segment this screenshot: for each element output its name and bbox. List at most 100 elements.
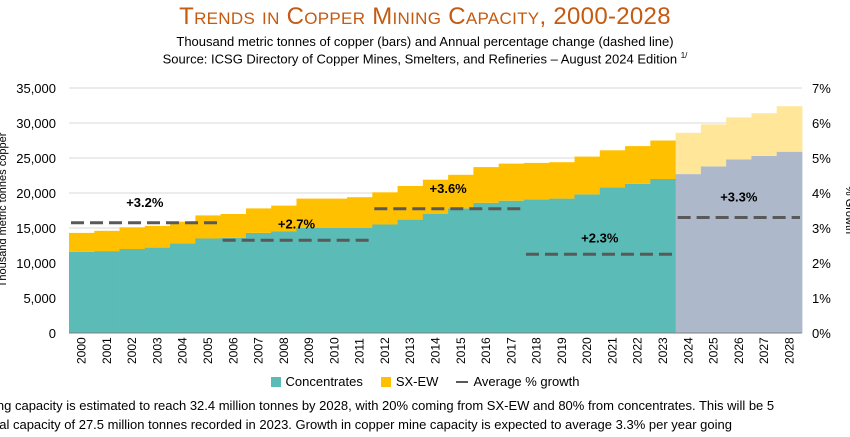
bar-concentrates: [473, 202, 500, 333]
bar-sxew: [69, 232, 95, 252]
y-tick-left: 5,000: [23, 291, 56, 306]
x-tick-label: 2005: [201, 337, 215, 364]
bar-sxew: [321, 198, 348, 228]
bar-concentrates: [650, 179, 677, 333]
x-tick-label: 2013: [403, 337, 417, 364]
x-tick-label: 2015: [454, 337, 468, 364]
chart-title: Trends in Copper Mining Capacity, 2000-2…: [179, 3, 671, 30]
bar-sxew: [650, 140, 677, 179]
bar-sxew: [473, 167, 500, 203]
bar-concentrates: [675, 174, 702, 333]
bar-concentrates: [397, 219, 424, 333]
bar-sxew: [195, 215, 222, 239]
x-tick-label: 2024: [681, 337, 695, 364]
bar-sxew: [599, 150, 626, 188]
bar-concentrates: [195, 238, 222, 333]
x-tick-label: 2010: [327, 337, 341, 364]
y-tick-right: 7%: [812, 81, 831, 96]
x-tick-label: 2018: [530, 337, 544, 364]
bar-concentrates: [523, 199, 550, 333]
bar-concentrates: [220, 237, 247, 333]
x-tick-label: 2020: [580, 337, 594, 364]
y-tick-left: 35,000: [16, 81, 56, 96]
y-tick-right: 5%: [812, 151, 831, 166]
bar-concentrates: [321, 228, 348, 333]
bar-concentrates: [296, 228, 323, 333]
bar-concentrates: [574, 194, 601, 333]
x-tick-label: 2023: [656, 337, 670, 364]
bar-concentrates: [94, 251, 120, 333]
legend-item-sxew: SX-EW: [380, 374, 439, 389]
bar-sxew: [94, 230, 120, 252]
bar-sxew: [271, 205, 297, 232]
y-tick-right: 2%: [812, 256, 831, 271]
legend-swatch-concentrates: [270, 376, 281, 387]
bar-sxew: [498, 163, 525, 201]
x-tick-label: 2006: [226, 337, 240, 364]
y-axis-title-left: Thousand metric tonnes copper: [0, 132, 9, 287]
x-tick-label: 2001: [100, 337, 114, 364]
copper-capacity-chart: 0 5,000 10,000 15,000 20,000 25,000 30,000 35,0…: [0, 81, 850, 364]
x-tick-label: 2014: [429, 337, 443, 364]
bar-concentrates: [776, 151, 803, 333]
x-tick-label: 2022: [631, 337, 645, 364]
x-tick-label: 2007: [252, 337, 266, 364]
source-superscript: 1/: [680, 51, 688, 60]
x-tick-label: 2021: [605, 337, 619, 364]
bar-sxew: [245, 208, 272, 233]
bar-sxew: [776, 106, 803, 152]
bar-concentrates: [271, 231, 297, 333]
y-tick-left: 0: [49, 326, 56, 341]
x-tick-label: 2002: [125, 337, 139, 364]
y-tick-left: 15,000: [16, 221, 56, 236]
average-growth-label: +3.6%: [430, 181, 468, 196]
chart-subtitle: Thousand metric tonnes of copper (bars) …: [176, 34, 674, 49]
y-tick-right: 1%: [812, 291, 831, 306]
bar-concentrates: [700, 166, 727, 333]
x-tick-label: 2012: [378, 337, 392, 364]
bar-concentrates: [69, 251, 95, 333]
x-tick-label: 2017: [504, 337, 518, 364]
footnote-line-1: ing capacity is estimated to reach 32.4 …: [0, 398, 775, 413]
bar-concentrates: [245, 232, 272, 333]
y-axis-title-right: % Growth: [843, 186, 850, 234]
x-tick-label: 2000: [75, 337, 89, 364]
x-tick-label: 2027: [757, 337, 771, 364]
average-growth-label: +3.2%: [126, 195, 164, 210]
y-tick-left: 25,000: [16, 151, 56, 166]
bar-concentrates: [498, 200, 525, 333]
legend-label-sxew: SX-EW: [395, 374, 439, 389]
bar-sxew: [144, 225, 171, 248]
x-tick-label: 2009: [302, 337, 316, 364]
y-tick-left: 20,000: [16, 186, 56, 201]
legend-swatch-sxew: [380, 376, 391, 387]
bar-sxew: [347, 197, 373, 228]
legend-swatch-average: [456, 380, 469, 383]
bar-sxew: [625, 146, 651, 184]
y-tick-right: 0%: [812, 326, 831, 341]
bar-concentrates: [726, 159, 752, 333]
bar-sxew: [700, 124, 727, 167]
x-tick-label: 2004: [176, 337, 190, 364]
bar-sxew: [296, 198, 323, 228]
y-tick-left: 10,000: [16, 256, 56, 271]
bar-sxew: [448, 174, 474, 209]
average-growth-label: +2.3%: [581, 230, 619, 245]
bar-concentrates: [625, 183, 651, 333]
bar-sxew: [523, 162, 550, 200]
legend-item-average: Average % growth: [456, 374, 579, 389]
x-tick-label: 2016: [479, 337, 493, 364]
x-tick-label: 2025: [707, 337, 721, 364]
bar-sxew: [726, 117, 752, 160]
bar-sxew: [675, 132, 702, 175]
y-tick-right: 3%: [812, 221, 831, 236]
y-tick-right: 6%: [812, 116, 831, 131]
footnote-line-2: bal capacity of 27.5 million tonnes reco…: [0, 417, 732, 432]
bar-concentrates: [549, 198, 575, 333]
bar-sxew: [397, 186, 424, 220]
bar-sxew: [549, 162, 575, 199]
x-tick-label: 2011: [353, 338, 367, 364]
bar-sxew: [574, 156, 601, 195]
bar-sxew: [751, 113, 778, 156]
bar-concentrates: [170, 243, 196, 333]
